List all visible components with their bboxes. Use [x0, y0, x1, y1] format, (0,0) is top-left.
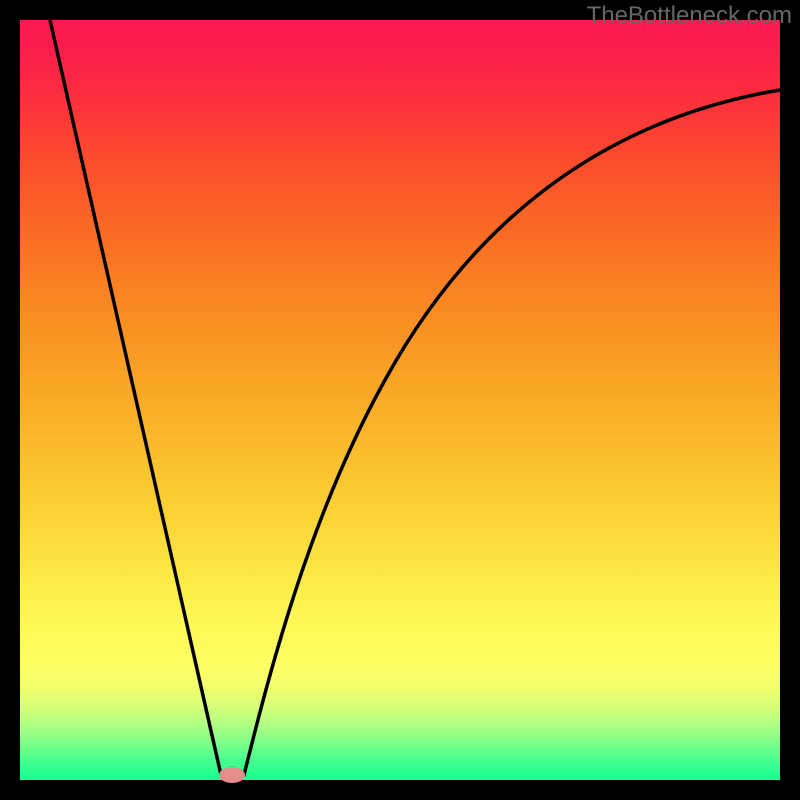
chart-container: TheBottleneck.com	[0, 0, 800, 800]
optimal-marker	[219, 767, 245, 783]
attribution-text: TheBottleneck.com	[587, 2, 792, 30]
bottleneck-chart	[0, 0, 800, 800]
plot-area	[20, 20, 780, 780]
